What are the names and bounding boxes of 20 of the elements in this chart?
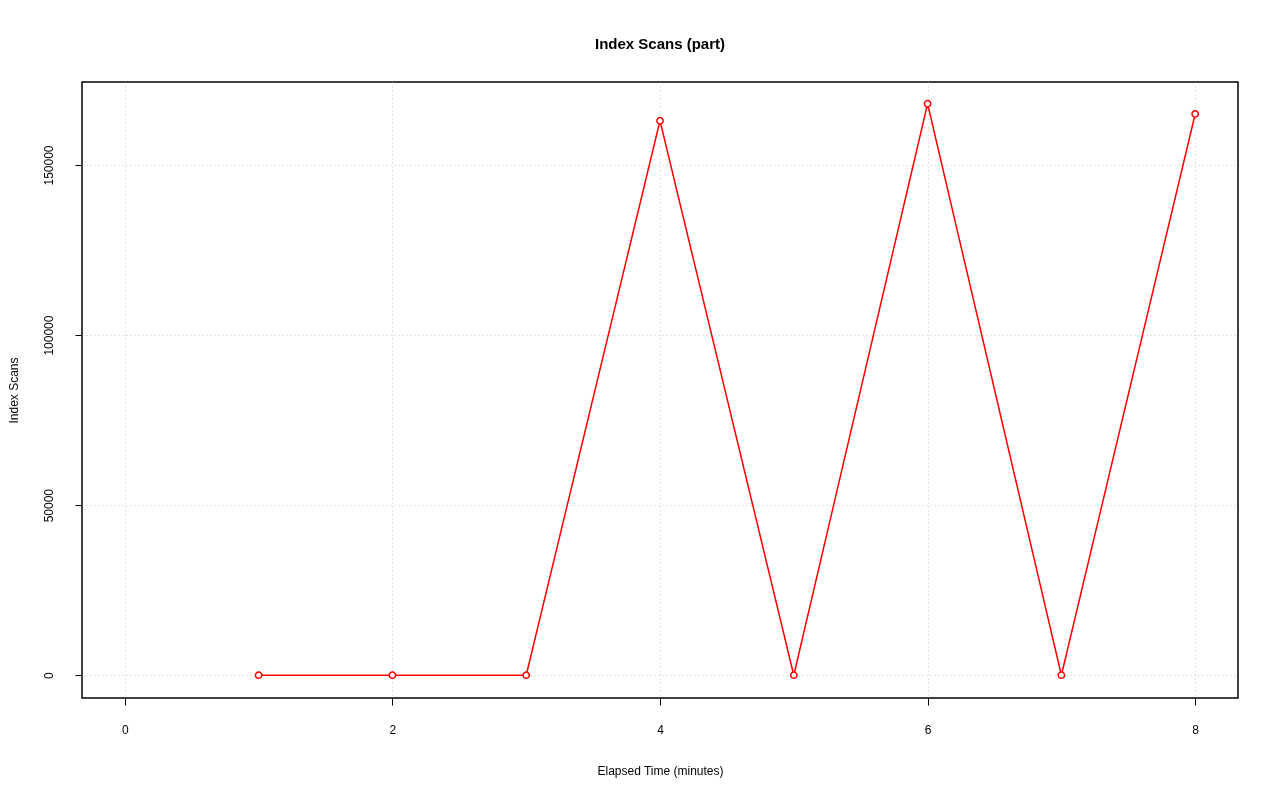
y-tick-label: 0 — [41, 672, 56, 680]
point — [1057, 671, 1066, 680]
y-tick-label: 50000 — [41, 488, 56, 523]
x-tick-label: 6 — [924, 722, 932, 737]
x-tick-label: 4 — [657, 722, 665, 737]
x-tick-label: 0 — [121, 722, 129, 737]
point — [789, 671, 798, 680]
chart-title: Index Scans (part) — [594, 35, 726, 52]
point — [1191, 110, 1200, 118]
point — [254, 671, 263, 680]
x-axis-title: Elapsed Time (minutes) — [597, 763, 724, 778]
x-tick-label: 8 — [1192, 722, 1200, 737]
point — [923, 99, 932, 108]
point — [522, 671, 531, 680]
point — [656, 116, 664, 125]
point — [388, 671, 397, 680]
x-tick-label: 2 — [389, 722, 397, 737]
y-tick-label: 150000 — [41, 145, 56, 186]
y-tick-label: 100000 — [41, 315, 56, 356]
y-axis-title: Index Scans — [6, 357, 21, 424]
